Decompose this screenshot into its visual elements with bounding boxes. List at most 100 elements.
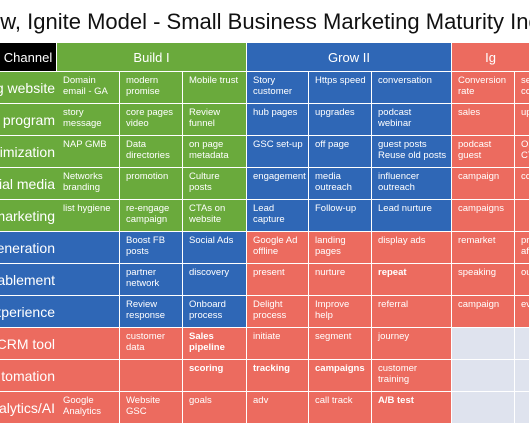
row-label: cial media: [0, 168, 57, 200]
grid-cell: adv: [247, 392, 309, 424]
grid-cell: [515, 328, 530, 360]
row-label: t program: [0, 104, 57, 136]
grid-cell: initiate: [247, 328, 309, 360]
grid-cell: podcast webinar: [372, 104, 452, 136]
grid-cell: Improve help: [309, 296, 372, 328]
grid-cell: speaking: [452, 264, 515, 296]
grid-cell: [57, 328, 120, 360]
grid-cell: Delight process: [247, 296, 309, 328]
grid-cell: NAP GMB: [57, 136, 120, 168]
grid-cell: Data directories: [120, 136, 183, 168]
grid-cell: Boost FB posts: [120, 232, 183, 264]
grid-cell: promotion: [120, 168, 183, 200]
grid-cell: upgrades: [309, 104, 372, 136]
grid-cell: engagement: [247, 168, 309, 200]
grid-cell: CTAs on website: [183, 200, 247, 232]
grid-cell: out: [515, 264, 530, 296]
grid-cell: Networks branding: [57, 168, 120, 200]
grid-cell: Social Ads: [183, 232, 247, 264]
grid-cell: upse: [515, 104, 530, 136]
grid-cell: on page metadata: [183, 136, 247, 168]
grid-cell: [515, 392, 530, 424]
grid-cell: Google Ad offline: [247, 232, 309, 264]
grid-cell: hub pages: [247, 104, 309, 136]
row-label: marketing: [0, 200, 57, 232]
grid-cell: customer training: [372, 360, 452, 392]
grid-cell: Lead nurture: [372, 200, 452, 232]
grid-cell: journey: [372, 328, 452, 360]
row-label: CRM tool: [0, 328, 57, 360]
header-grow: Grow II: [247, 43, 452, 71]
grid-cell: story message: [57, 104, 120, 136]
row-label: timization: [0, 136, 57, 168]
grid-cell: [120, 360, 183, 392]
grid-cell: [57, 232, 120, 264]
grid-cell: Domain email - GA: [57, 72, 120, 104]
grid-cell: guest posts Reuse old posts: [372, 136, 452, 168]
grid-cell: media outreach: [309, 168, 372, 200]
grid-cell: landing pages: [309, 232, 372, 264]
grid-cell: Org CTR: [515, 136, 530, 168]
grid-cell: core pages video: [120, 104, 183, 136]
grid-cell: [57, 264, 120, 296]
grid-cell: discovery: [183, 264, 247, 296]
grid-cell: segment: [309, 328, 372, 360]
grid-cell: con: [515, 168, 530, 200]
grid-cell: repeat: [372, 264, 452, 296]
grid-cell: Onboard process: [183, 296, 247, 328]
grid-cell: A/B test: [372, 392, 452, 424]
grid-cell: Conversion rate: [452, 72, 515, 104]
grid-cell: modern promise: [120, 72, 183, 104]
grid-cell: display ads: [372, 232, 452, 264]
grid-cell: Culture posts: [183, 168, 247, 200]
grid-cell: podcast guest: [452, 136, 515, 168]
grid-cell: [57, 296, 120, 328]
grid-cell: campaign: [452, 168, 515, 200]
grid-cell: [515, 360, 530, 392]
grid-cell: conversation: [372, 72, 452, 104]
grid-cell: campaign: [452, 296, 515, 328]
grid-cell: call track: [309, 392, 372, 424]
grid-cell: list hygiene: [57, 200, 120, 232]
grid-cell: Google Analytics: [57, 392, 120, 424]
row-label: ablement: [0, 264, 57, 296]
row-label: eneration: [0, 232, 57, 264]
grid-cell: Lead capture: [247, 200, 309, 232]
grid-cell: Website GSC: [120, 392, 183, 424]
grid-cell: present: [247, 264, 309, 296]
page-title: ow, Ignite Model - Small Business Market…: [0, 9, 530, 34]
grid-cell: eve: [515, 296, 530, 328]
grid-cell: sales: [452, 104, 515, 136]
grid-cell: influencer outreach: [372, 168, 452, 200]
grid-cell: Review funnel: [183, 104, 247, 136]
grid-cell: Review response: [120, 296, 183, 328]
grid-cell: [452, 360, 515, 392]
grid-cell: pro affil: [515, 232, 530, 264]
grid-cell: remarket: [452, 232, 515, 264]
grid-cell: [452, 392, 515, 424]
grid-cell: Sales pipeline: [183, 328, 247, 360]
grid-cell: goals: [183, 392, 247, 424]
grid-cell: seg conten: [515, 72, 530, 104]
row-label: xperience: [0, 296, 57, 328]
grid-cell: GSC set-up: [247, 136, 309, 168]
grid-cell: [57, 360, 120, 392]
header-ignite: Ig: [452, 43, 530, 71]
grid-cell: Mobile trust: [183, 72, 247, 104]
grid-cell: re-engage campaign: [120, 200, 183, 232]
grid-cell: campaigns: [452, 200, 515, 232]
grid-cell: campaigns: [309, 360, 372, 392]
grid-cell: [515, 200, 530, 232]
grid-cell: Story customer: [247, 72, 309, 104]
grid-cell: nurture: [309, 264, 372, 296]
grid-cell: customer data: [120, 328, 183, 360]
row-label: nalytics/AI: [0, 392, 57, 424]
grid-cell: off page: [309, 136, 372, 168]
row-label: g website: [0, 72, 57, 104]
grid-cell: Https speed: [309, 72, 372, 104]
header-build: Build I: [57, 43, 247, 71]
header-channel: Channel: [0, 43, 57, 71]
grid-cell: partner network: [120, 264, 183, 296]
grid-cell: referral: [372, 296, 452, 328]
